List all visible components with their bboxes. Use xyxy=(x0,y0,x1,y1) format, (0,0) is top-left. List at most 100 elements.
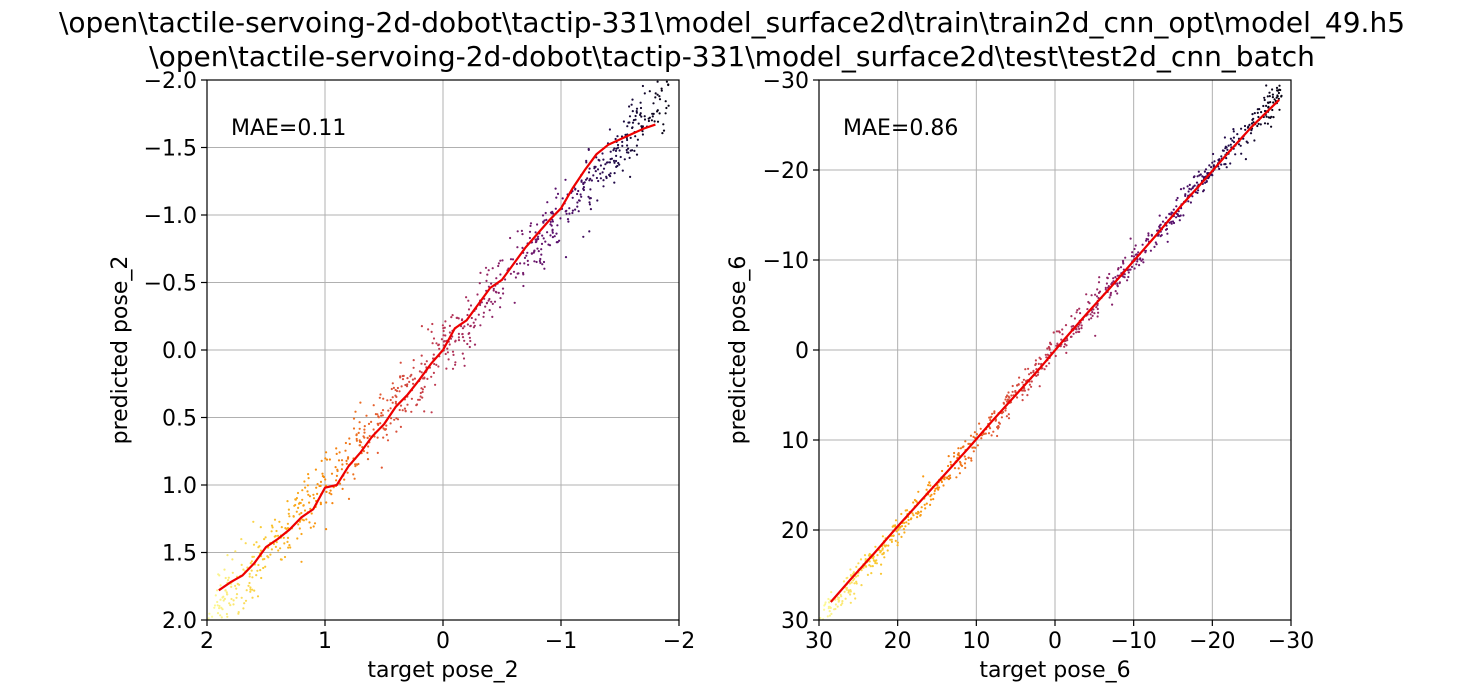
scatter-point xyxy=(1016,384,1019,387)
scatter-point xyxy=(1116,292,1119,295)
scatter-point xyxy=(890,538,893,541)
scatter-point xyxy=(325,528,328,531)
scatter-point xyxy=(648,90,651,93)
scatter-point xyxy=(324,478,327,481)
scatter-point xyxy=(1037,362,1040,365)
scatter-point xyxy=(1211,161,1214,164)
scatter-point xyxy=(576,205,579,208)
scatter-point xyxy=(1141,258,1144,261)
scatter-point xyxy=(635,111,639,114)
scatter-point xyxy=(1231,139,1234,142)
scatter-point xyxy=(836,605,839,608)
y-tick-label: 1.0 xyxy=(162,474,197,499)
scatter-point xyxy=(354,465,357,468)
scatter-point xyxy=(540,253,543,256)
scatter-point xyxy=(1166,240,1169,243)
scatter-point xyxy=(651,112,654,115)
scatter-point xyxy=(420,325,423,328)
scatter-point xyxy=(519,262,522,265)
scatter-point xyxy=(514,276,518,279)
scatter-point xyxy=(345,459,348,462)
scatter-point xyxy=(286,500,289,503)
scatter-point xyxy=(613,161,616,164)
scatter-point xyxy=(963,462,967,465)
scatter-point xyxy=(528,230,532,233)
scatter-point xyxy=(849,601,852,604)
scatter-point xyxy=(1252,117,1255,120)
scatter-point xyxy=(297,523,300,526)
scatter-point xyxy=(484,266,488,269)
scatter-point xyxy=(492,287,495,290)
scatter-point xyxy=(952,455,956,458)
scatter-point xyxy=(639,106,643,110)
scatter-point xyxy=(1165,216,1168,219)
scatter-point xyxy=(372,428,375,431)
scatter-point xyxy=(438,347,441,350)
scatter-point xyxy=(907,522,910,525)
scatter-point xyxy=(1192,176,1195,179)
scatter-point xyxy=(895,530,898,533)
scatter-point xyxy=(853,582,856,585)
scatter-point xyxy=(297,506,300,509)
scatter-point xyxy=(300,532,303,536)
scatter-point xyxy=(454,363,457,366)
scatter-point xyxy=(580,179,583,182)
scatter-point xyxy=(992,430,995,433)
scatter-point xyxy=(964,458,967,461)
scatter-point xyxy=(629,136,632,139)
scatter-point xyxy=(266,555,269,558)
scatter-point xyxy=(860,584,863,587)
scatter-point xyxy=(362,435,365,438)
scatter-point xyxy=(1140,259,1143,262)
scatter-point xyxy=(216,623,218,625)
scatter-point xyxy=(1265,115,1268,118)
scatter-point xyxy=(366,451,369,454)
scatter-point xyxy=(1256,111,1259,114)
scatter-point xyxy=(1135,263,1138,266)
scatter-point xyxy=(636,138,640,141)
scatter-point xyxy=(896,544,899,547)
scatter-point xyxy=(1038,385,1041,388)
scatter-point xyxy=(497,262,500,265)
scatter-point xyxy=(1021,389,1025,392)
x-tick-label: −30 xyxy=(1268,629,1314,654)
scatter-point xyxy=(953,467,957,470)
scatter-point xyxy=(1138,264,1141,267)
scatter-point xyxy=(1077,325,1080,328)
scatter-point xyxy=(623,158,626,161)
scatter-point xyxy=(275,529,278,533)
scatter-point xyxy=(866,573,870,577)
scatter-point xyxy=(450,316,453,319)
scatter-point xyxy=(608,161,612,164)
scatter-point xyxy=(391,396,394,399)
scatter-point xyxy=(358,427,361,430)
scatter-point xyxy=(941,469,944,473)
scatter-point xyxy=(1119,266,1123,269)
scatter-point xyxy=(865,565,868,568)
scatter-point xyxy=(467,308,471,311)
scatter-point xyxy=(451,350,455,353)
scatter-point xyxy=(234,550,237,553)
scatter-point xyxy=(1014,389,1017,393)
scatter-point xyxy=(240,563,243,567)
scatter-point xyxy=(526,259,529,262)
scatter-point xyxy=(379,422,382,425)
scatter-point xyxy=(346,471,349,474)
scatter-point xyxy=(1263,98,1266,102)
scatter-point xyxy=(635,110,638,113)
scatter-point xyxy=(1004,398,1007,401)
scatter-point xyxy=(541,263,544,266)
scatter-point xyxy=(1021,399,1024,402)
scatter-point xyxy=(312,493,315,496)
scatter-point xyxy=(313,522,317,525)
scatter-point xyxy=(847,591,850,594)
scatter-point xyxy=(635,153,639,156)
scatter-point xyxy=(1095,306,1098,309)
scatter-point xyxy=(322,475,325,479)
scatter-point xyxy=(667,83,670,86)
scatter-point xyxy=(345,462,348,465)
scatter-point xyxy=(973,431,977,434)
scatter-point xyxy=(251,555,254,559)
scatter-point xyxy=(1170,211,1173,214)
